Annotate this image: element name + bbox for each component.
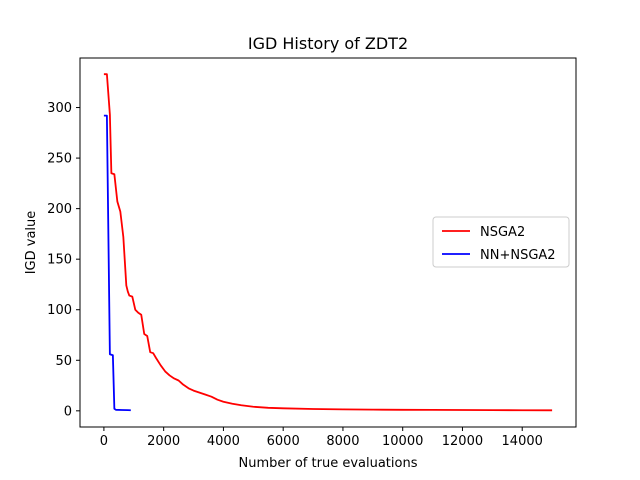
y-axis-title: IGD value: [24, 211, 39, 275]
legend-label-nn-nsga2: NN+NSGA2: [480, 248, 556, 263]
y-tick-label: 250: [47, 152, 72, 167]
series-line-nn-nsga2: [103, 114, 131, 412]
x-tick-label: 2000: [147, 434, 180, 449]
x-tick-label: 12000: [442, 434, 483, 449]
chart-title: IGD History of ZDT2: [248, 34, 408, 53]
y-tick-label: 50: [55, 354, 72, 369]
x-tick-label: 6000: [267, 434, 300, 449]
x-tick-label: 10000: [382, 434, 423, 449]
y-tick-label: 300: [47, 101, 72, 116]
y-tick-label: 150: [47, 253, 72, 268]
x-axis-title: Number of true evaluations: [239, 456, 418, 471]
x-tick-label: 8000: [326, 434, 359, 449]
x-tick-label: 0: [100, 434, 108, 449]
axes-frame: [79, 57, 577, 428]
y-tick-label: 100: [47, 303, 72, 318]
y-tick-label: 0: [64, 404, 72, 419]
legend-label-nsga2: NSGA2: [480, 225, 525, 240]
x-tick-label: 4000: [207, 434, 240, 449]
legend: NSGA2 NN+NSGA2: [432, 216, 570, 268]
axis-ticks: 0 2000 4000 6000 8000 10000 12000 14000 0 50 100 15…: [47, 101, 543, 449]
plot-area: [103, 73, 553, 412]
y-tick-label: 200: [47, 202, 72, 217]
x-tick-label: 14000: [502, 434, 543, 449]
series-line-nsga2: [103, 73, 553, 412]
